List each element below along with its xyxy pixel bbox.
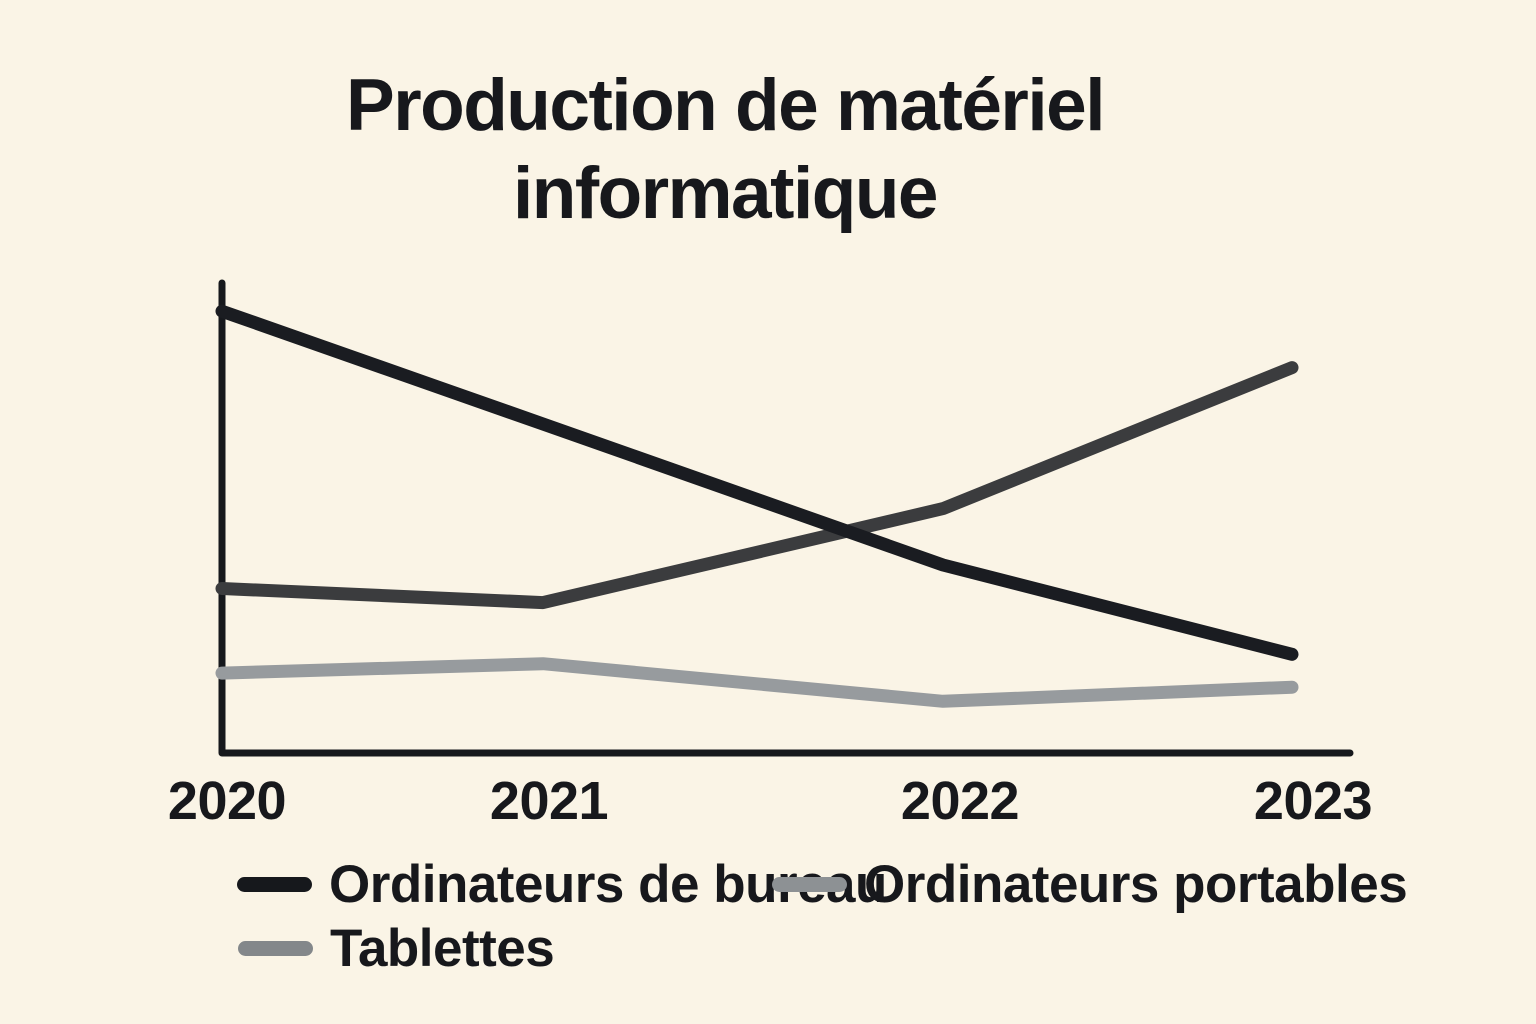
chart-title-line-1: Production de matériel [346, 65, 1106, 146]
legend-item-tablettes: Tablettes [238, 918, 555, 978]
series-line-tablettes [215, 657, 1299, 708]
x-axis-label-2021: 2021 [489, 771, 609, 831]
x-axis-label-2022: 2022 [900, 771, 1020, 831]
series-line-ordinateurs-portables [215, 361, 1299, 610]
chart-axes [218, 279, 1354, 757]
x-axis-label-2020: 2020 [167, 771, 287, 831]
legend-label-ordinateurs-portables: Ordinateurs portables [864, 854, 1408, 914]
legend-label-tablettes: Tablettes [330, 918, 555, 978]
legend-swatch-ordinateurs-portables [772, 876, 847, 892]
legend-swatch-ordinateurs-de-bureau [237, 876, 312, 892]
series-line-ordinateurs-de-bureau [215, 304, 1299, 661]
legend-swatch-tablettes [238, 940, 313, 956]
chart-title-line-2: informatique [512, 152, 939, 234]
chart-title: Production de matériel informatique [0, 62, 1450, 237]
legend-item-ordinateurs-portables: Ordinateurs portables [772, 854, 1408, 914]
x-axis-label-2023: 2023 [1253, 771, 1373, 831]
